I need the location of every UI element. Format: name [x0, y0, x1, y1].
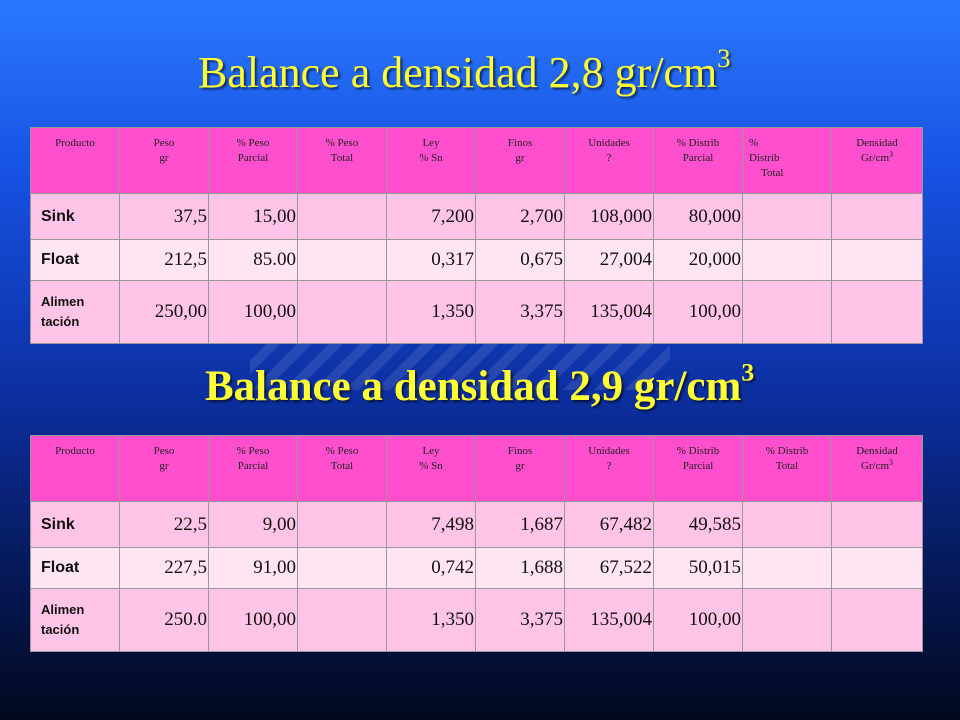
- balance-2-table: Producto Peso gr % Peso Parcial % Peso Tota…: [30, 435, 923, 652]
- cell-densidad: [831, 501, 923, 548]
- cell-distrib-parcial: 100,00: [653, 588, 743, 652]
- table-row: Float 212,5 85.00 0,317 0,675 27,004 20,…: [30, 239, 923, 281]
- cell-peso-total: [297, 547, 387, 589]
- cell-unidades: 135,004: [564, 280, 654, 344]
- cell-peso: 250.0: [119, 588, 209, 652]
- cell-peso-parcial: 15,00: [208, 193, 298, 240]
- header-distrib-parcial: % Distrib Parcial: [653, 127, 743, 194]
- cell-unidades: 27,004: [564, 239, 654, 281]
- cell-peso: 37,5: [119, 193, 209, 240]
- cell-densidad: [831, 193, 923, 240]
- cell-peso-parcial: 85.00: [208, 239, 298, 281]
- header-unidades: Unidades?: [564, 435, 654, 502]
- cell-finos: 1,688: [475, 547, 565, 589]
- cell-distrib-total: [742, 547, 832, 589]
- cell-ley: 0,317: [386, 239, 476, 281]
- cell-peso: 227,5: [119, 547, 209, 589]
- cell-distrib-total: [742, 280, 832, 344]
- cell-producto: Sink: [30, 501, 120, 548]
- header-densidad: Densidad Gr/cm3: [831, 127, 923, 194]
- balance-1-title: Balance a densidad 2,8 gr/cm3: [198, 43, 731, 97]
- cell-densidad: [831, 280, 923, 344]
- header-peso: Peso gr: [119, 435, 209, 502]
- cell-finos: 1,687: [475, 501, 565, 548]
- cell-peso: 212,5: [119, 239, 209, 281]
- cell-unidades: 67,482: [564, 501, 654, 548]
- cell-producto: Float: [30, 239, 120, 281]
- cell-ley: 1,350: [386, 280, 476, 344]
- cell-producto: Float: [30, 547, 120, 589]
- cell-unidades: 135,004: [564, 588, 654, 652]
- cell-distrib-total: [742, 501, 832, 548]
- cell-distrib-parcial: 50,015: [653, 547, 743, 589]
- cell-distrib-total: [742, 239, 832, 281]
- cell-peso-parcial: 9,00: [208, 501, 298, 548]
- header-finos: Finos gr: [475, 127, 565, 194]
- balance-1-table: Producto Peso gr % Peso Parcial % Peso Tota…: [30, 127, 923, 344]
- cell-unidades: 108,000: [564, 193, 654, 240]
- table-row: Sink 22,5 9,00 7,498 1,687 67,482 49,585: [30, 501, 923, 548]
- cell-distrib-parcial: 100,00: [653, 280, 743, 344]
- header-finos: Finos gr: [475, 435, 565, 502]
- balance-2-title: Balance a densidad 2,9 gr/cm3: [205, 357, 755, 410]
- cell-peso-total: [297, 239, 387, 281]
- table-row: Float 227,5 91,00 0,742 1,688 67,522 50,…: [30, 547, 923, 589]
- header-distrib-total: % Distrib Total: [742, 127, 832, 194]
- table-row: Alimen tación 250.0 100,00 1,350 3,375 13…: [30, 588, 923, 652]
- header-row: Producto Peso gr % Peso Parcial % Peso Tota…: [30, 127, 923, 194]
- header-peso-parcial: % Peso Parcial: [208, 127, 298, 194]
- cell-distrib-parcial: 20,000: [653, 239, 743, 281]
- header-unidades: Unidades?: [564, 127, 654, 194]
- header-producto: Producto: [30, 435, 120, 502]
- cell-ley: 7,498: [386, 501, 476, 548]
- cell-producto: Alimen tación: [30, 280, 120, 344]
- cell-producto: Alimen tación: [30, 588, 120, 652]
- cell-distrib-parcial: 49,585: [653, 501, 743, 548]
- cell-ley: 0,742: [386, 547, 476, 589]
- cell-densidad: [831, 547, 923, 589]
- cell-ley: 1,350: [386, 588, 476, 652]
- cell-peso-parcial: 91,00: [208, 547, 298, 589]
- header-peso-parcial: % Peso Parcial: [208, 435, 298, 502]
- cell-finos: 0,675: [475, 239, 565, 281]
- cell-peso-total: [297, 588, 387, 652]
- cell-distrib-total: [742, 588, 832, 652]
- cell-peso: 250,00: [119, 280, 209, 344]
- cell-unidades: 67,522: [564, 547, 654, 589]
- cell-distrib-parcial: 80,000: [653, 193, 743, 240]
- cell-finos: 3,375: [475, 280, 565, 344]
- cell-finos: 3,375: [475, 588, 565, 652]
- header-row: Producto Peso gr % Peso Parcial % Peso Tota…: [30, 435, 923, 502]
- header-peso-total: % Peso Total: [297, 127, 387, 194]
- cell-densidad: [831, 239, 923, 281]
- header-ley: Ley% Sn: [386, 435, 476, 502]
- cell-distrib-total: [742, 193, 832, 240]
- header-producto: Producto: [30, 127, 120, 194]
- cell-ley: 7,200: [386, 193, 476, 240]
- cell-peso-parcial: 100,00: [208, 280, 298, 344]
- cell-peso-parcial: 100,00: [208, 588, 298, 652]
- cell-peso: 22,5: [119, 501, 209, 548]
- table-row: Alimen tación 250,00 100,00 1,350 3,375 1…: [30, 280, 923, 344]
- cell-peso-total: [297, 501, 387, 548]
- table-row: Sink 37,5 15,00 7,200 2,700 108,000 80,0…: [30, 193, 923, 240]
- cell-finos: 2,700: [475, 193, 565, 240]
- header-densidad: Densidad Gr/cm3: [831, 435, 923, 502]
- cell-peso-total: [297, 280, 387, 344]
- header-peso: Peso gr: [119, 127, 209, 194]
- header-peso-total: % Peso Total: [297, 435, 387, 502]
- header-ley: Ley% Sn: [386, 127, 476, 194]
- header-distrib-parcial: % Distrib Parcial: [653, 435, 743, 502]
- cell-producto: Sink: [30, 193, 120, 240]
- cell-densidad: [831, 588, 923, 652]
- header-distrib-total: % Distrib Total: [742, 435, 832, 502]
- cell-peso-total: [297, 193, 387, 240]
